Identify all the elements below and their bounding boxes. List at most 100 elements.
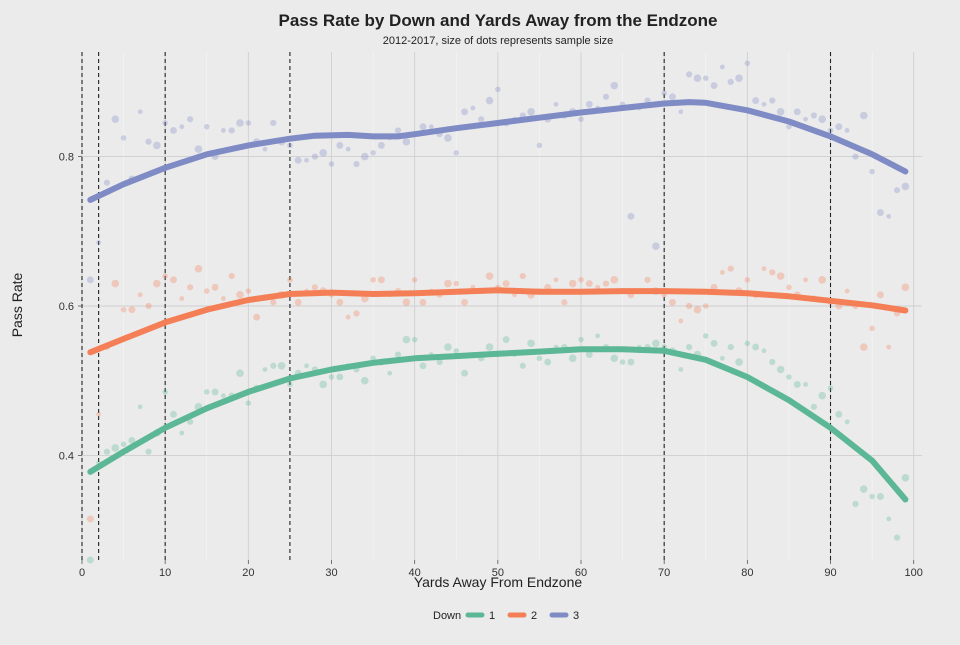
- series-3-point: [610, 81, 619, 90]
- x-tick-label: 90: [824, 567, 836, 579]
- series-3-point: [869, 168, 875, 175]
- series-3-point: [761, 101, 767, 107]
- series-1-point: [419, 362, 427, 370]
- series-2-point: [336, 298, 344, 306]
- series-3-point: [345, 146, 351, 152]
- series-1-point: [827, 385, 834, 391]
- series-2-point: [228, 273, 235, 280]
- series-1-point: [886, 516, 892, 522]
- series-3-point: [236, 119, 244, 127]
- series-2-point: [461, 298, 469, 306]
- series-2-point: [128, 306, 136, 314]
- series-1-point: [128, 437, 136, 444]
- series-2-point: [153, 279, 161, 288]
- series-1-point: [162, 389, 168, 395]
- series-3-point: [402, 137, 411, 146]
- series-3-point: [495, 86, 501, 93]
- series-2-point: [294, 298, 302, 306]
- series-2-point: [719, 269, 725, 275]
- series-2-point: [769, 269, 776, 276]
- series-1-point: [578, 336, 584, 343]
- series-1-point: [876, 493, 884, 500]
- series-3-point: [744, 60, 751, 66]
- series-2-point: [204, 288, 210, 294]
- series-1-point: [120, 441, 127, 447]
- series-3-point: [111, 115, 120, 124]
- series-1-point: [844, 419, 850, 425]
- series-2-point: [818, 276, 826, 284]
- series-1-point: [744, 340, 751, 347]
- series-3-point: [769, 97, 776, 104]
- chart-title: Pass Rate by Down and Yards Away from th…: [279, 11, 718, 30]
- series-1-point: [568, 354, 577, 363]
- series-3-point: [137, 109, 143, 115]
- series-2-point: [162, 273, 168, 279]
- series-3-point: [245, 120, 252, 126]
- series-3-point: [693, 74, 702, 82]
- series-1-point: [245, 400, 252, 406]
- series-2-point: [370, 277, 376, 283]
- series-3-point: [194, 145, 203, 153]
- series-3-point: [669, 93, 676, 101]
- series-2-smooth-line: [87, 287, 909, 356]
- series-1-point: [436, 358, 443, 366]
- series-2-point: [703, 303, 709, 309]
- x-tick-label: 0: [79, 567, 85, 579]
- series-2-point: [485, 272, 494, 280]
- series-2-point: [86, 515, 94, 523]
- series-3-point: [776, 107, 785, 116]
- series-3-point: [478, 116, 485, 123]
- series-2-point: [345, 314, 351, 320]
- series-1-point: [86, 556, 94, 564]
- series-1-point: [262, 367, 268, 372]
- series-3-point: [527, 107, 535, 116]
- series-3-point: [319, 149, 327, 157]
- x-axis-label: Yards Away From Endzone: [414, 574, 583, 590]
- x-tick-label: 20: [242, 567, 254, 579]
- series-3-point: [602, 93, 610, 100]
- series-3-point: [710, 82, 718, 90]
- series-1-point: [394, 351, 402, 358]
- series-3-point: [419, 123, 427, 131]
- series-2-point: [419, 298, 427, 306]
- series-2-point: [585, 280, 593, 288]
- series-2-point: [776, 272, 785, 280]
- series-2-point: [211, 283, 219, 291]
- series-1-point: [901, 474, 910, 482]
- series-2-point: [727, 265, 734, 272]
- series-3-point: [686, 71, 693, 78]
- series-3-point: [304, 157, 309, 163]
- series-3-point: [719, 64, 725, 70]
- series-1-point: [220, 393, 226, 399]
- series-1-point: [752, 343, 760, 351]
- series-3-point: [162, 120, 168, 126]
- series-2-point: [253, 313, 261, 321]
- series-2-point: [287, 277, 293, 283]
- series-1-point: [536, 355, 543, 362]
- series-3-point: [810, 112, 817, 119]
- series-1-point: [527, 339, 535, 348]
- legend-label-2: 2: [531, 610, 537, 622]
- series-1-smooth-line: [87, 346, 909, 503]
- chart-subtitle: 2012-2017, size of dots represents sampl…: [383, 35, 614, 47]
- series-1-point: [835, 410, 843, 418]
- series-2-point: [311, 284, 318, 291]
- series-3-point: [827, 127, 834, 134]
- series-3-point: [96, 240, 102, 245]
- series-2-point: [453, 280, 460, 287]
- series-3-point: [578, 116, 584, 122]
- series-2-point: [678, 318, 684, 324]
- series-1-point: [502, 336, 510, 344]
- series-2-point: [669, 298, 676, 306]
- series-3-point: [852, 153, 859, 160]
- series-1-point: [595, 333, 601, 339]
- series-2-point: [561, 299, 568, 306]
- series-1-point: [287, 381, 293, 388]
- series-2-point: [236, 290, 244, 299]
- series-2-point: [502, 280, 510, 288]
- series-2-point: [744, 277, 751, 283]
- series-3-point: [270, 119, 277, 127]
- series-3-point: [228, 127, 235, 134]
- series-3-point: [120, 135, 127, 141]
- legend-label-3: 3: [573, 610, 579, 622]
